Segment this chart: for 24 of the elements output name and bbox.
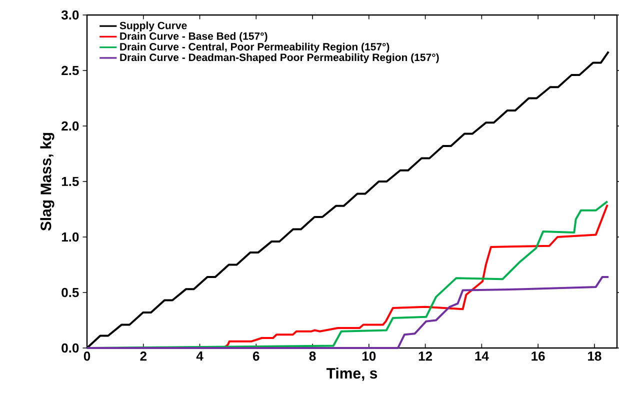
x-tick-label: 0 bbox=[84, 352, 90, 361]
legend-label: Supply Curve bbox=[120, 22, 187, 32]
x-tick-label: 12 bbox=[418, 352, 432, 361]
legend-label: Drain Curve - Deadman-Shaped Poor Permeability Region (157°) bbox=[120, 53, 439, 64]
x-tick-label: 16 bbox=[532, 352, 545, 361]
legend-label: Drain Curve - Base Bed (157°) bbox=[120, 32, 268, 42]
y-tick-label: 0.5 bbox=[62, 288, 79, 298]
x-tick-label: 2 bbox=[140, 352, 146, 361]
y-tick-label: 0.0 bbox=[62, 343, 79, 353]
x-tick-label: 10 bbox=[362, 352, 376, 361]
y-tick-label: 1.0 bbox=[62, 232, 79, 242]
y-tick-label: 2.5 bbox=[62, 66, 79, 76]
x-tick-label: 8 bbox=[309, 352, 316, 361]
line-series bbox=[86, 276, 610, 349]
x-tick-label: 18 bbox=[588, 352, 602, 361]
y-tick-label: 3.0 bbox=[61, 10, 79, 20]
y-tick-label: 2.0 bbox=[62, 121, 79, 131]
x-axis-title: Time, s bbox=[326, 368, 378, 381]
x-tick-label: 4 bbox=[196, 352, 204, 360]
x-tick-label: 14 bbox=[475, 352, 489, 360]
y-tick-label: 1.5 bbox=[62, 176, 79, 186]
x-tick-label: 6 bbox=[253, 352, 260, 361]
legend-label: Drain Curve - Central, Poor Permeability Region (157°) bbox=[120, 42, 390, 53]
y-axis-title: Slag Mass, kg bbox=[40, 132, 54, 231]
